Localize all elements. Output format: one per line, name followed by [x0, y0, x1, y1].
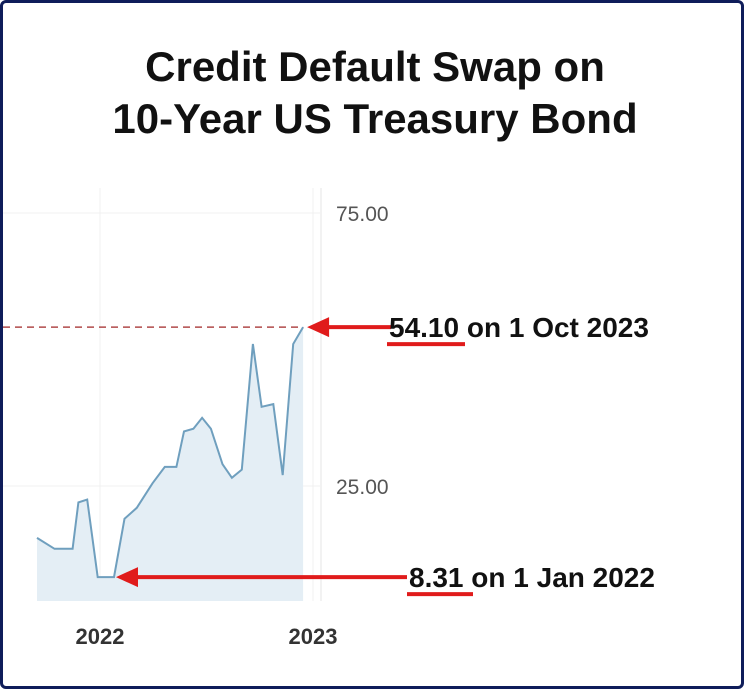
- annotation-arrow-start: [116, 567, 407, 588]
- x-tick-label: 2023: [289, 624, 338, 649]
- x-tick-label: 2022: [76, 624, 125, 649]
- cds-area-fill: [37, 327, 304, 601]
- chart-title-line-1: Credit Default Swap on: [145, 43, 605, 90]
- annotation-start-text: on 1 Jan 2022: [464, 562, 655, 593]
- annotation-latest-number: 54.10: [389, 312, 459, 343]
- cds-chart: 75.00 25.00 2022 2023 54.10 on 1 Oct 202…: [3, 188, 655, 649]
- y-tick-label: 25.00: [336, 476, 389, 499]
- annotation-latest-value: 54.10 on 1 Oct 2023: [389, 312, 649, 343]
- cds-series-line: [36, 326, 304, 579]
- annotation-arrow-latest: [307, 317, 391, 338]
- annotation-start-value: 8.31 on 1 Jan 2022: [409, 562, 655, 593]
- annotation-start-number: 8.31: [409, 562, 464, 593]
- chart-title: Credit Default Swap on 10-Year US Treasu…: [3, 41, 741, 145]
- chart-title-line-2: 10-Year US Treasury Bond: [112, 95, 638, 142]
- annotation-latest-text: on 1 Oct 2023: [459, 312, 649, 343]
- y-tick-label: 75.00: [336, 203, 389, 226]
